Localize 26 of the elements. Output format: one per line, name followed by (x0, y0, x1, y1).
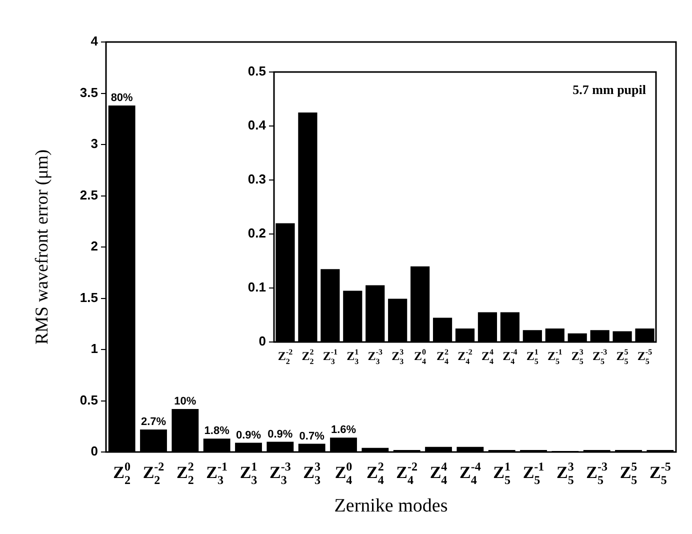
y-tick-label: 1.5 (80, 290, 98, 305)
annotation: 2.7% (140, 416, 166, 428)
annotation: 80% (110, 92, 134, 104)
y-tick-label: 0.5 (80, 392, 98, 408)
annotation: 0.9% (236, 429, 262, 442)
annotation: 0.7% (299, 430, 325, 442)
y-tick-label: 4 (90, 34, 99, 49)
y-tick-label: 0.3 (248, 172, 266, 187)
annotation: 1.6% (330, 424, 356, 436)
y-tick-label: 0 (90, 444, 98, 459)
y-tick-label: 0.4 (248, 118, 267, 133)
y-tick-label: 2.5 (80, 187, 98, 202)
annotation: 1.8% (204, 425, 230, 438)
y-tick-label: 0 (258, 334, 266, 349)
annotation: 0.9% (268, 428, 293, 440)
y-axis-title: RMS wavefront error (μm) (32, 149, 52, 345)
annotation: 10% (174, 395, 196, 408)
y-tick-label: 3 (90, 136, 98, 152)
x-axis-title: Zernike modes (334, 496, 448, 517)
y-tick-label: 2 (90, 238, 98, 254)
y-tick-label: 3.5 (80, 84, 98, 100)
y-tick-label: 0.2 (248, 226, 266, 241)
y-tick-label: 0.1 (248, 280, 266, 295)
y-tick-label: 0.5 (248, 64, 266, 79)
annotation: 5.7 mm pupil (572, 82, 646, 97)
y-tick-label: 1 (90, 341, 98, 356)
